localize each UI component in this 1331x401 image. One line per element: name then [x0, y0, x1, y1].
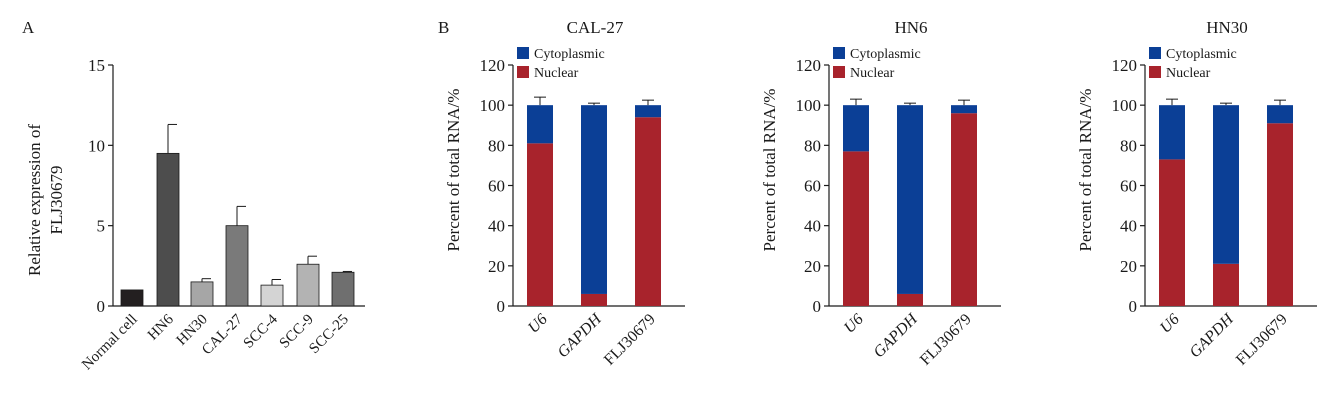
b1-legend-label: Nuclear	[534, 66, 579, 81]
a-bar	[331, 271, 355, 307]
b2-y-tick-label: 80	[804, 136, 821, 155]
a-y-axis-label-line: Relative expression of	[25, 124, 44, 276]
b2-bar-segment	[843, 151, 869, 306]
a-y-tick-label: 0	[97, 297, 106, 316]
a-bar	[120, 289, 144, 307]
b2-y-tick-label: 120	[796, 56, 822, 75]
b2-y-tick-label: 60	[804, 177, 821, 196]
b3-legend-swatch	[1149, 66, 1161, 78]
b3-title: HN30	[1206, 18, 1248, 37]
b3-bar-segment	[1159, 159, 1185, 306]
a-y-tick-label: 5	[97, 217, 106, 236]
chart-b-hn6: 0 20 40 60 80 100 120 HN6 Percent of total RNA/%…	[760, 18, 1001, 369]
b3-y-axis-label: Percent of total RNA/%	[1076, 89, 1095, 252]
b2-y-tick-label: 20	[804, 257, 821, 276]
b1-legend-swatch	[517, 47, 529, 59]
b3-x-tick-label: FLJ30679	[1233, 311, 1291, 369]
panel-label-a: A	[22, 18, 35, 37]
b3-y-tick-label: 100	[1112, 96, 1138, 115]
a-bar	[296, 263, 320, 307]
b2-legend-label: Cytoplasmic	[850, 47, 921, 62]
b3-y-tick-label: 40	[1120, 217, 1137, 236]
b1-bar-segment	[635, 117, 661, 306]
b1-bar-segment	[527, 143, 553, 306]
chart-b-cal27: 0 20 40 60 80 100 120 CAL-27 Percent of total RN…	[444, 18, 685, 369]
a-x-tick-label: Normal cell	[79, 312, 141, 374]
a-y-tick-label: 10	[88, 136, 105, 155]
b2-bar-segment	[951, 105, 977, 114]
b1-y-tick-label: 40	[488, 217, 505, 236]
b2-y-tick-label: 100	[796, 96, 822, 115]
b1-y-tick-label: 20	[488, 257, 505, 276]
b3-x-tick-label: GAPDH	[1186, 310, 1237, 361]
a-y-axis-label: Relative expression of FLJ30679	[25, 124, 66, 276]
b1-x-tick-label: FLJ30679	[601, 311, 659, 369]
b3-y-tick-label: 60	[1120, 177, 1137, 196]
a-y-axis-label-line: FLJ30679	[47, 166, 66, 235]
b1-y-tick-label: 0	[497, 297, 506, 316]
b1-bar-segment	[581, 105, 607, 294]
b2-bar-segment	[951, 113, 977, 306]
b3-bar-segment	[1159, 105, 1185, 160]
b3-legend-label: Nuclear	[1166, 66, 1211, 81]
a-bar	[156, 152, 180, 307]
b2-x-tick-label: GAPDH	[870, 310, 921, 361]
b1-bar-segment	[527, 105, 553, 144]
b3-bar-segment	[1213, 263, 1239, 306]
b3-x-tick-label: U6	[1157, 311, 1183, 337]
b1-y-tick-label: 100	[480, 96, 506, 115]
a-x-tick-label: SCC-4	[241, 311, 282, 352]
b3-y-tick-label: 0	[1129, 297, 1138, 316]
b1-x-tick-label: U6	[525, 311, 551, 337]
a-y-tick-label: 15	[88, 56, 105, 75]
b3-legend-label: Cytoplasmic	[1166, 47, 1237, 62]
b3-bar-segment	[1213, 105, 1239, 264]
b2-bar-segment	[897, 293, 923, 306]
b2-y-axis-label: Percent of total RNA/%	[760, 89, 779, 252]
b2-legend-swatch	[833, 47, 845, 59]
b2-x-tick-label: U6	[841, 311, 867, 337]
b2-bar-segment	[897, 105, 923, 294]
b2-legend-swatch	[833, 66, 845, 78]
a-bar	[190, 281, 214, 307]
b2-title: HN6	[894, 18, 927, 37]
a-bar	[260, 284, 284, 307]
b2-legend-label: Nuclear	[850, 66, 895, 81]
a-x-tick-label: HN6	[145, 311, 177, 343]
b3-bar-segment	[1267, 123, 1293, 306]
b1-x-tick-label: GAPDH	[554, 310, 605, 361]
chart-b-hn30: 0 20 40 60 80 100 120 HN30 Percent of total RNA/…	[1076, 18, 1317, 369]
b1-legend-swatch	[517, 66, 529, 78]
b3-y-tick-label: 20	[1120, 257, 1137, 276]
b1-title: CAL-27	[567, 18, 624, 37]
b2-y-tick-label: 0	[813, 297, 822, 316]
a-bar	[225, 225, 249, 307]
b1-bar-segment	[581, 293, 607, 306]
b3-bar-segment	[1267, 105, 1293, 124]
b3-y-tick-label: 120	[1112, 56, 1138, 75]
b2-y-tick-label: 40	[804, 217, 821, 236]
b3-legend-swatch	[1149, 47, 1161, 59]
b1-y-tick-label: 80	[488, 136, 505, 155]
b2-bar-segment	[843, 105, 869, 152]
b1-y-axis-label: Percent of total RNA/%	[444, 89, 463, 252]
b1-y-tick-label: 60	[488, 177, 505, 196]
b1-bar-segment	[635, 105, 661, 118]
b1-y-tick-label: 120	[480, 56, 506, 75]
a-x-tick-label: SCC-25	[306, 312, 352, 358]
b1-legend-label: Cytoplasmic	[534, 47, 605, 62]
panel-label-b: B	[438, 18, 449, 37]
b3-y-tick-label: 80	[1120, 136, 1137, 155]
b2-x-tick-label: FLJ30679	[917, 311, 975, 369]
